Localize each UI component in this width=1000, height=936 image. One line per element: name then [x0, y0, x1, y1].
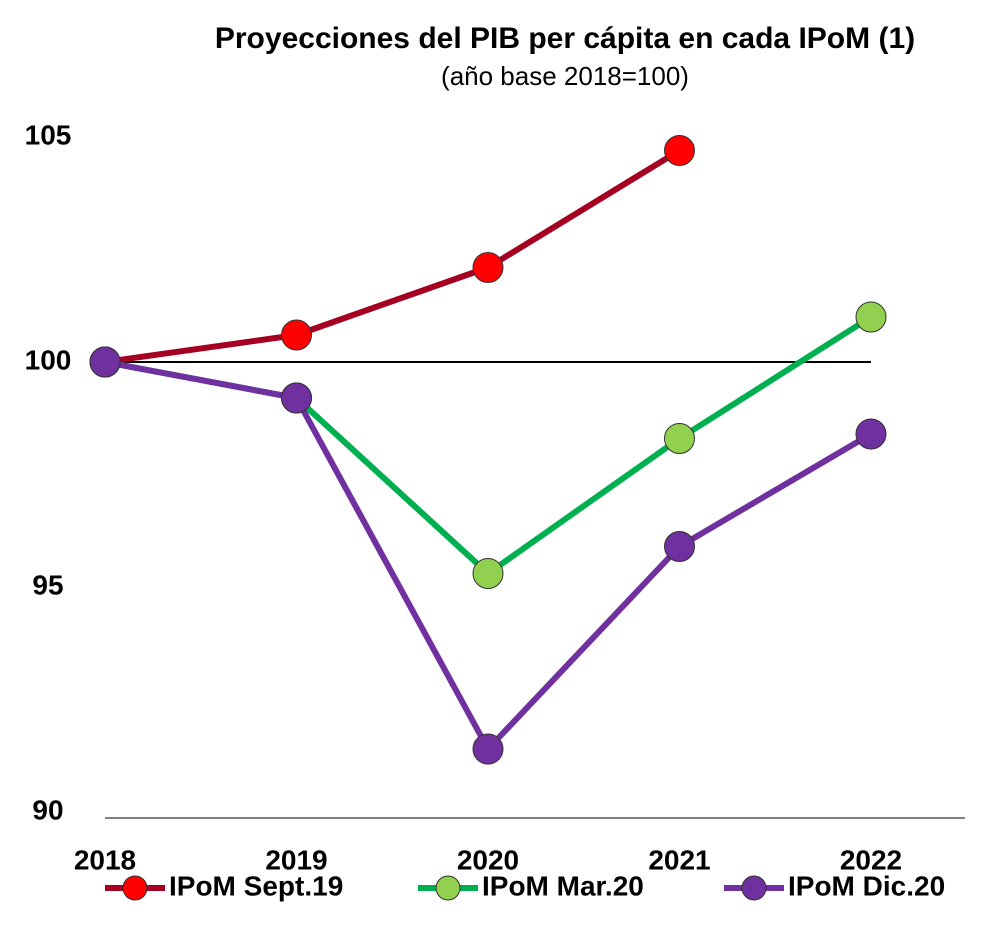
- point: [472, 558, 504, 589]
- point: [472, 252, 504, 283]
- point: [664, 423, 695, 454]
- x-tick-label: 2021: [648, 844, 710, 875]
- series-line: [104, 359, 873, 752]
- chart-title: Proyecciones del PIB per cápita en cada …: [215, 22, 915, 55]
- point: [664, 531, 695, 562]
- y-tick-label: 90: [32, 794, 63, 825]
- series-line: [104, 314, 873, 577]
- legend-marker: [435, 875, 461, 901]
- y-tick-label: 100: [25, 344, 72, 375]
- point: [281, 382, 312, 414]
- point: [855, 301, 887, 333]
- x-tick-label: 2018: [74, 844, 136, 875]
- chart-subtitle: (año base 2018=100): [441, 61, 689, 91]
- x-tick-label: 2020: [457, 844, 519, 875]
- point: [664, 135, 695, 166]
- legend-label: IPoM Dic.20: [788, 870, 945, 901]
- point: [89, 346, 121, 378]
- y-tick-label: 95: [32, 569, 63, 600]
- x-tick-label: 2019: [265, 844, 327, 875]
- legend-label: IPoM Mar.20: [482, 870, 644, 901]
- point: [281, 319, 312, 351]
- y-tick-label: 105: [25, 119, 72, 150]
- x-tick-label: 2022: [840, 844, 902, 875]
- legend-label: IPoM Sept.19: [169, 870, 343, 901]
- point: [472, 733, 504, 765]
- point: [855, 418, 887, 450]
- legend-marker: [741, 875, 767, 901]
- series-line: [104, 147, 682, 365]
- legend-marker: [122, 875, 148, 901]
